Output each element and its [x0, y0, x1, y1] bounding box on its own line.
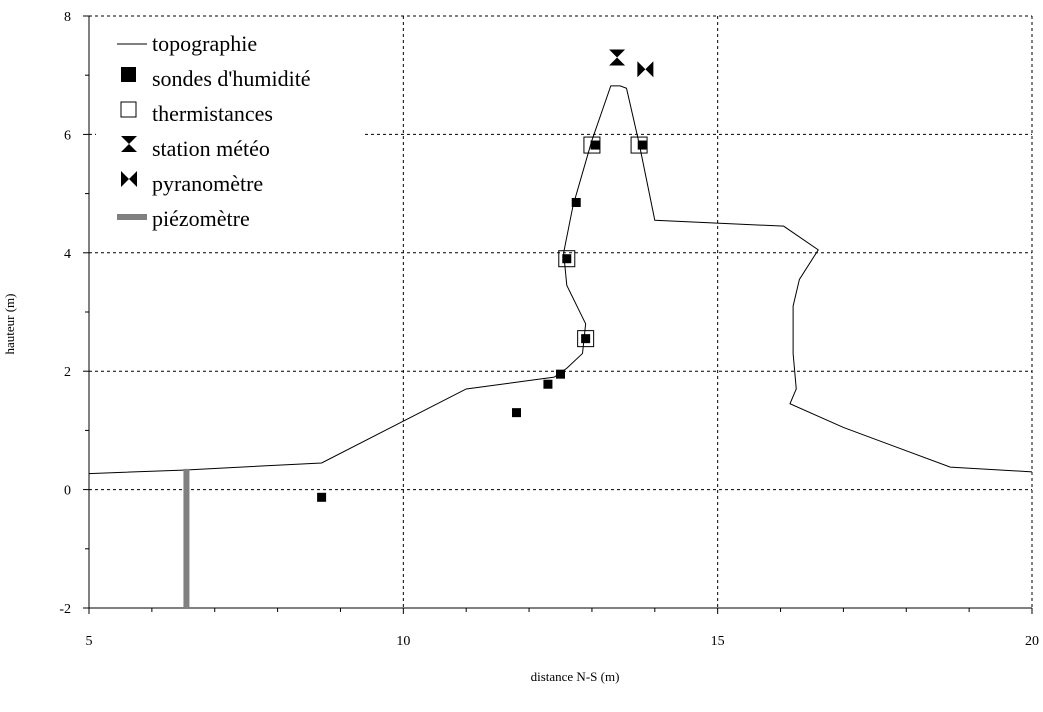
series-3-point-0 — [609, 49, 626, 66]
series-1-point-3 — [556, 369, 565, 379]
legend-label-5: piézomètre — [152, 206, 250, 231]
x-axis-title: distance N-S (m) — [531, 669, 620, 684]
y-tick-label--2: -2 — [59, 602, 71, 617]
tick-marks — [83, 15, 1033, 614]
legend-label-0: topographie — [152, 31, 257, 56]
series-1-point-2 — [543, 379, 553, 389]
legend-label-2: thermistances — [152, 101, 273, 126]
x-tick-label-10: 10 — [396, 634, 410, 649]
series-1-point-6 — [571, 197, 581, 207]
legend-label-1: sondes d'humidité — [152, 66, 311, 91]
legend-symbol-2 — [120, 101, 137, 118]
tick-labels: 5 10 15 20 -2 0 2 4 6 8 — [59, 10, 1039, 649]
series-1-point-1 — [511, 408, 521, 418]
y-tick-label-4: 4 — [64, 247, 71, 262]
series-1-point-4 — [581, 334, 591, 344]
y-tick-label-8: 8 — [64, 10, 71, 25]
x-tick-label-15: 15 — [711, 634, 725, 649]
series-1-point-0 — [317, 492, 327, 502]
legend: topographie sondes d'humidité thermistance… — [96, 20, 364, 242]
series-2-point-1 — [558, 250, 576, 268]
legend-symbol-1 — [121, 67, 136, 82]
legend-background — [96, 20, 364, 242]
series-1-point-7 — [590, 140, 600, 150]
legend-label-3: station météo — [152, 136, 270, 161]
series-layer — [88, 49, 1033, 608]
series-2-point-2 — [583, 136, 601, 154]
series-1-point-5 — [562, 254, 572, 264]
series-4-point-0 — [637, 61, 654, 78]
y-tick-label-0: 0 — [64, 484, 71, 499]
x-tick-label-20: 20 — [1025, 634, 1039, 649]
y-tick-label-2: 2 — [64, 365, 71, 380]
series-1-point-8 — [637, 140, 647, 150]
series-2-point-0 — [577, 330, 595, 348]
y-axis-title: hauteur (m) — [2, 293, 17, 354]
legend-symbol-4 — [121, 171, 137, 187]
legend-label-4: pyranomètre — [152, 171, 263, 196]
y-tick-label-6: 6 — [64, 128, 71, 143]
x-tick-label-5: 5 — [86, 634, 93, 649]
series-2-point-3 — [630, 136, 648, 154]
legend-symbol-3 — [121, 136, 137, 152]
